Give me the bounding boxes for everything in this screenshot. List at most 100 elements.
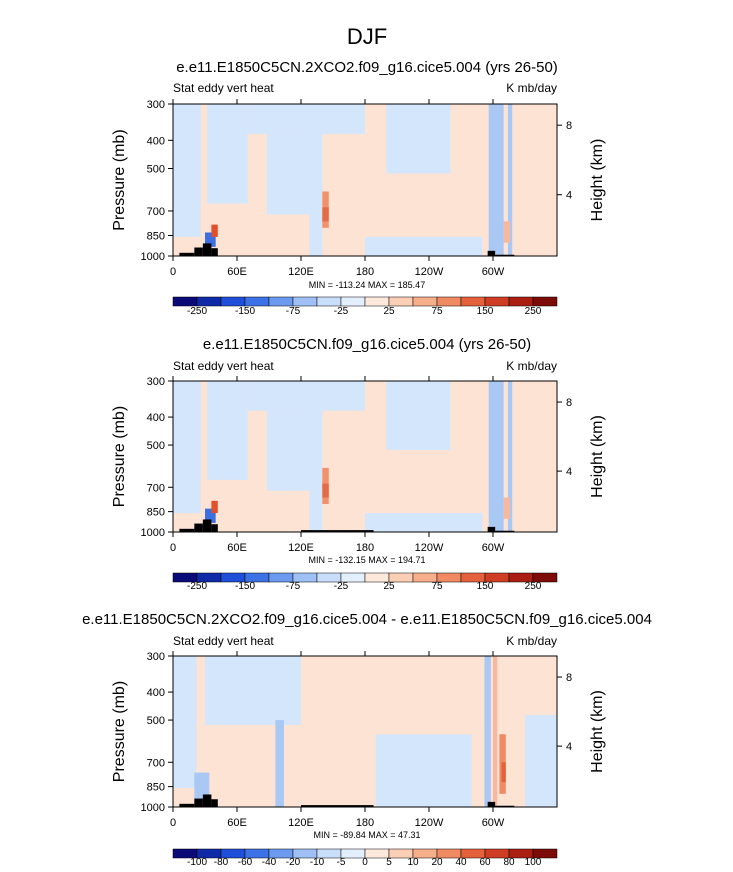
topography-block (211, 799, 218, 807)
x-tick-label: 120W (415, 817, 444, 829)
negative-region (173, 656, 197, 789)
colorbar-label: -250 (187, 581, 207, 592)
colorbar-label: 100 (525, 857, 542, 868)
y-tick-label: 700 (147, 757, 165, 769)
negative-core (507, 104, 513, 256)
panels-group: e.e11.E1850C5CN.2XCO2.f09_g16.cice5.004 … (82, 59, 652, 868)
positive-core (211, 500, 218, 514)
negative-region (266, 133, 310, 215)
colorbar-swatch (532, 296, 558, 307)
figure-title: DJF (347, 24, 387, 49)
colorbar-label: -250 (187, 306, 207, 317)
negative-core (205, 508, 216, 523)
topography-block (202, 794, 212, 807)
panel-left-label: Stat eddy vert heat (173, 359, 274, 373)
panel-units-label: K mb/day (506, 634, 557, 648)
colorbar-label: 0 (362, 857, 368, 868)
colorbar-label: -100 (187, 857, 207, 868)
colorbar-label: -20 (286, 857, 301, 868)
topography-layer (179, 794, 515, 807)
y-tick-label: 700 (147, 206, 165, 218)
negative-region (309, 381, 323, 532)
positive-core (503, 497, 511, 519)
colorbar-label: 250 (525, 581, 542, 592)
topography-block (211, 248, 218, 256)
colorbar-swatch (244, 296, 270, 307)
topography-block (194, 247, 203, 256)
negative-region (386, 381, 451, 450)
negative-region (205, 656, 301, 725)
field-layer (173, 381, 557, 532)
colorbar-swatch (388, 296, 414, 307)
colorbar-swatch (316, 296, 342, 307)
x-tick-label: 180 (356, 266, 374, 278)
x-tick-label: 60E (227, 266, 247, 278)
x-tick-label: 180 (356, 542, 374, 554)
panel-units-label: K mb/day (506, 359, 557, 373)
colorbar-label: -150 (235, 581, 255, 592)
negative-region (525, 714, 557, 807)
topography-block (495, 254, 515, 256)
panel-units-label: K mb/day (506, 81, 557, 95)
colorbar-label: 40 (455, 857, 467, 868)
colorbar-label: 25 (383, 581, 395, 592)
y-right-axis-label: Height (km) (589, 690, 606, 773)
y-tick-label: 850 (147, 782, 165, 794)
positive-core (501, 762, 506, 783)
colorbar-label: 5 (386, 857, 392, 868)
y-tick-label: 1000 (141, 802, 165, 814)
y-tick-label: 1000 (141, 251, 165, 263)
negative-region (266, 410, 310, 491)
panel-1: e.e11.E1850C5CN.2XCO2.f09_g16.cice5.004 … (111, 59, 606, 317)
colorbar-label: -5 (337, 857, 346, 868)
colorbar-label: 150 (477, 581, 494, 592)
negative-core (275, 720, 284, 807)
colorbar-label: -60 (238, 857, 253, 868)
y-tick-label: 400 (147, 135, 165, 147)
colorbar-label: 75 (431, 306, 443, 317)
topography-block (202, 243, 212, 256)
colorbar-label: 25 (383, 306, 395, 317)
negative-core (488, 381, 504, 532)
colorbar-swatch (532, 848, 558, 859)
y-tick-label: 850 (147, 230, 165, 242)
panel-3: e.e11.E1850C5CN.2XCO2.f09_g16.cice5.004 … (82, 611, 652, 868)
min-max-stats: MIN = -89.84 MAX = 47.31 (313, 830, 420, 840)
panel-title: e.e11.E1850C5CN.2XCO2.f09_g16.cice5.004 … (82, 611, 652, 628)
topography-layer (179, 519, 515, 532)
topography-block (202, 519, 212, 532)
colorbar-swatch (340, 296, 366, 307)
negative-region (365, 236, 483, 256)
y-right-tick-label: 8 (566, 672, 572, 684)
x-tick-label: 60W (482, 542, 505, 554)
x-tick-label: 120W (415, 542, 444, 554)
negative-region (207, 381, 248, 480)
topography-block (487, 250, 496, 256)
colorbar: -250 -150 -75 -25 25 75 150 250 (172, 296, 558, 317)
x-tick-label: 0 (170, 266, 176, 278)
x-tick-label: 180 (356, 817, 374, 829)
colorbar-label: -150 (235, 306, 255, 317)
y-axis-label: Pressure (mb) (111, 406, 128, 507)
topography-block (301, 530, 374, 532)
positive-core (503, 221, 511, 243)
topography-block (179, 528, 195, 532)
y-tick-label: 400 (147, 687, 165, 699)
panel-title: e.e11.E1850C5CN.2XCO2.f09_g16.cice5.004 … (176, 59, 558, 76)
negative-region (386, 104, 451, 174)
colorbar-swatch (268, 296, 294, 307)
y-axis-label: Pressure (mb) (111, 681, 128, 782)
colorbar-swatch (508, 296, 534, 307)
colorbar-swatch (292, 296, 318, 307)
min-max-stats: MIN = -132.15 MAX = 194.71 (308, 555, 425, 565)
topography-block (179, 252, 195, 256)
y-tick-label: 1000 (141, 527, 165, 539)
negative-region (247, 381, 365, 411)
colorbar-label: 20 (431, 857, 443, 868)
colorbar-label: 150 (477, 306, 494, 317)
colorbar-swatch (436, 296, 462, 307)
y-tick-label: 850 (147, 507, 165, 519)
colorbar-swatch (196, 296, 222, 307)
y-right-axis-label: Height (km) (589, 139, 606, 222)
